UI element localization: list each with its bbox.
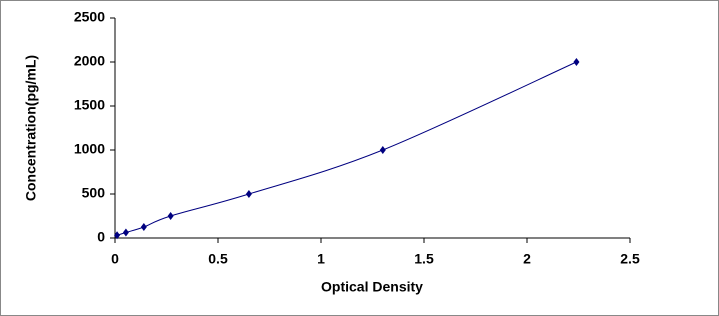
y-tick-label: 2500 — [74, 9, 105, 25]
x-tick-label: 2 — [523, 251, 531, 267]
y-tick-label: 2000 — [74, 53, 105, 69]
data-point — [245, 190, 252, 198]
y-tick-label: 0 — [97, 229, 105, 245]
x-tick-label: 2.5 — [620, 251, 640, 267]
y-tick-label: 1500 — [74, 97, 105, 113]
data-point — [167, 212, 174, 220]
x-tick-label: 0.5 — [208, 251, 228, 267]
y-axis-label: Concentration(pg/mL) — [23, 55, 39, 201]
x-tick-label: 1.5 — [414, 251, 434, 267]
data-point — [122, 228, 129, 237]
data-point — [114, 231, 121, 240]
data-point — [379, 146, 386, 154]
y-tick-label: 1000 — [74, 141, 105, 157]
x-tick-label: 1 — [317, 251, 325, 267]
data-point — [573, 58, 580, 66]
y-tick-label: 500 — [82, 185, 106, 201]
x-axis-label: Optical Density — [321, 279, 423, 295]
x-tick-label: 0 — [111, 251, 119, 267]
data-point — [140, 223, 147, 231]
